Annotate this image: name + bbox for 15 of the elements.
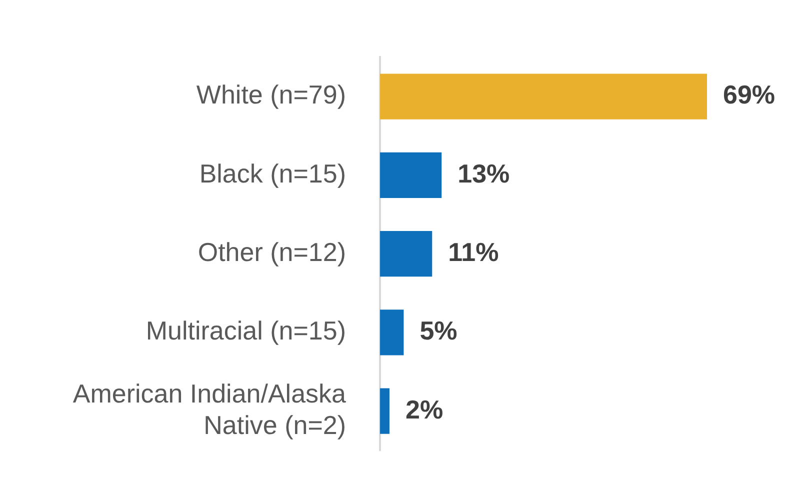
data-label: 2% [405, 394, 444, 424]
data-label: 13% [458, 158, 510, 188]
data-label: 5% [420, 316, 458, 346]
bar [380, 152, 442, 198]
y-tick-label: Multiracial (n=15) [146, 316, 346, 346]
data-label: 69% [723, 80, 776, 110]
bar [380, 230, 432, 277]
y-tick-label: White (n=79) [196, 80, 346, 110]
bar [380, 74, 707, 120]
bar [380, 388, 390, 434]
y-tick-label: Other (n=12) [198, 236, 346, 267]
y-tick-label: American Indian/Alaska Native (n=2) [72, 378, 347, 440]
y-tick-label: Black (n=15) [199, 158, 346, 188]
data-label: 11% [448, 236, 499, 267]
bar [380, 310, 404, 356]
